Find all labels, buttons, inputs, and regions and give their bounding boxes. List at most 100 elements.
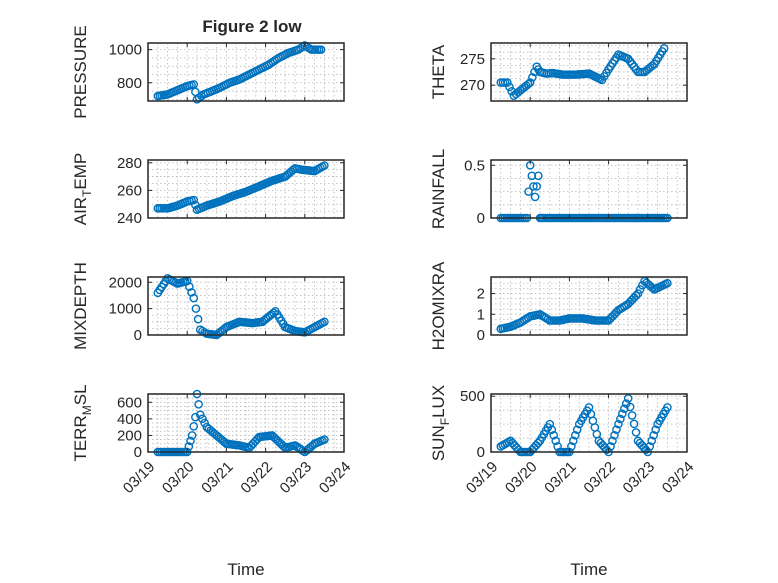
data-point	[316, 45, 326, 54]
data-point	[186, 436, 195, 446]
y-tick-label: 1000	[109, 301, 142, 318]
data-point	[189, 293, 199, 303]
data-point	[651, 425, 660, 434]
data-point	[614, 419, 623, 429]
data-point	[288, 165, 298, 175]
data-point	[528, 72, 537, 82]
data-point	[635, 285, 645, 294]
x-tick-label: 03/24	[659, 458, 698, 497]
data-point	[523, 79, 533, 89]
y-tick-label: 500	[460, 388, 485, 405]
data-point	[551, 436, 560, 446]
y-axis-label: THETA	[429, 44, 448, 99]
axes-frame	[490, 276, 688, 336]
figure-title: Figure 2 low	[202, 17, 302, 36]
y-tick-label: 0	[134, 327, 142, 344]
axes-frame	[147, 42, 345, 102]
data-point	[193, 314, 203, 324]
series-pressure	[153, 41, 326, 104]
x-tick-label: 03/23	[620, 458, 659, 497]
y-tick-label: 240	[117, 210, 142, 227]
data-point	[547, 425, 557, 434]
y-axis-label: TERRMSL	[71, 384, 94, 461]
y-tick-label: 275	[460, 51, 485, 68]
x-tick-label: 03/23	[277, 458, 316, 497]
y-tick-label: 0.5	[464, 157, 485, 174]
data-point	[649, 430, 658, 440]
data-point	[618, 409, 627, 419]
x-axis-label: Time	[227, 560, 264, 579]
data-point	[631, 291, 641, 300]
y-tick-label: 0	[134, 444, 142, 461]
x-tick-label: 03/20	[502, 458, 541, 497]
y-axis-label: AIRTEMP	[71, 153, 94, 226]
x-tick-label: 03/19	[120, 458, 159, 497]
data-point	[191, 304, 201, 313]
x-tick-label: 03/20	[159, 458, 198, 497]
data-point	[570, 430, 580, 440]
series-h2omixra	[496, 276, 672, 334]
y-tick-label: 200	[117, 427, 142, 444]
axes-frame	[490, 393, 688, 453]
axes-frame	[490, 159, 688, 219]
subplot-air_temp: 240 260 280 AIRTEMP	[71, 153, 345, 227]
subplot-pressure: 800 1000 PRESSURE	[71, 25, 345, 119]
y-tick-label: 280	[117, 155, 142, 172]
data-point	[189, 422, 199, 431]
y-tick-label: 2	[477, 286, 485, 303]
subplot-sun_flux: 0 500 03/19 03/20 03/21 03/22 03/23 03/24 Time SU…	[429, 385, 697, 579]
x-axis-label: Time	[570, 560, 607, 579]
data-point	[198, 414, 207, 424]
axes-frame	[490, 42, 688, 102]
data-point	[530, 192, 540, 202]
data-point	[505, 82, 514, 92]
x-tick-label: 03/24	[316, 458, 355, 497]
data-point	[610, 430, 619, 440]
y-tick-label: 0	[477, 327, 485, 344]
data-point	[567, 442, 576, 451]
data-point	[631, 428, 641, 437]
y-tick-label: 2000	[109, 274, 142, 291]
data-point	[616, 414, 625, 424]
data-point	[608, 436, 617, 446]
data-point	[185, 282, 194, 291]
y-axis-label: PRESSURE	[71, 25, 90, 119]
data-point	[503, 78, 512, 87]
y-axis-label: RAINFALL	[429, 149, 448, 229]
data-point	[625, 402, 635, 412]
y-tick-label: 0	[477, 210, 485, 227]
x-tick-label: 03/19	[463, 458, 502, 497]
data-point	[195, 410, 205, 420]
data-point	[189, 195, 199, 205]
y-tick-label: 400	[117, 411, 142, 428]
x-tick-label: 03/21	[198, 458, 237, 497]
series-air_temp	[153, 161, 329, 215]
axes-frame	[147, 393, 345, 453]
data-point	[184, 442, 194, 451]
data-point	[663, 403, 672, 412]
data-point	[545, 419, 555, 429]
x-tick-label: 03/21	[541, 458, 580, 497]
y-tick-label: 260	[117, 182, 142, 199]
data-point	[320, 435, 329, 444]
subplot-theta: 270 275 THETA	[429, 42, 688, 102]
series-mixdepth	[153, 274, 329, 340]
y-axis-label: H2OMIXRA	[429, 261, 448, 350]
axes-frame	[147, 276, 345, 336]
data-point	[569, 436, 578, 446]
data-point	[543, 314, 553, 324]
data-point	[633, 289, 643, 298]
axes-frame	[147, 159, 345, 219]
data-point	[647, 436, 657, 446]
data-point	[200, 418, 209, 428]
data-point	[320, 161, 329, 170]
data-point	[534, 171, 543, 181]
data-point	[606, 442, 615, 451]
subplot-h2omixra: 0 1 2 H2OMIXRA	[429, 261, 688, 350]
series-theta	[496, 43, 669, 101]
data-point	[524, 187, 533, 196]
data-point	[623, 394, 633, 403]
data-point	[194, 400, 203, 409]
